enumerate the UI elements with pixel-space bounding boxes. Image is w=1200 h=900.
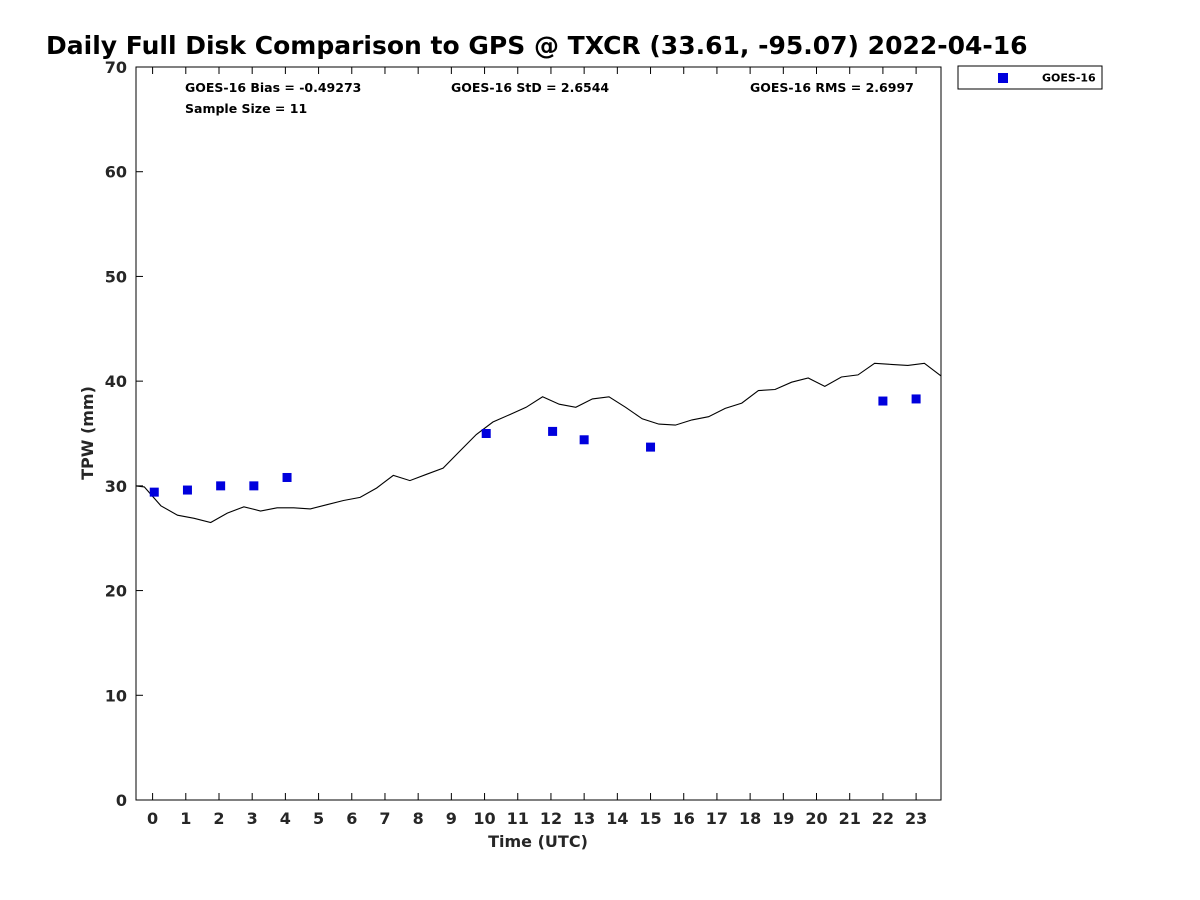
goes16-data-point: [878, 396, 888, 406]
x-tick-label: 2: [213, 809, 224, 828]
legend-label-goes16: GOES-16: [1042, 72, 1096, 85]
x-tick-label: 14: [606, 809, 628, 828]
x-tick-label: 22: [872, 809, 894, 828]
x-tick-label: 15: [639, 809, 661, 828]
x-tick-label: 11: [507, 809, 529, 828]
x-tick-label: 17: [706, 809, 728, 828]
x-tick-label: 3: [247, 809, 258, 828]
goes16-data-point: [911, 394, 921, 404]
y-tick-label: 20: [105, 582, 127, 601]
x-tick-label: 9: [446, 809, 457, 828]
goes16-data-point: [646, 442, 656, 452]
goes16-data-point: [548, 426, 558, 436]
stat-sample-size: Sample Size = 11: [185, 101, 307, 116]
chart-title: Daily Full Disk Comparison to GPS @ TXCR…: [46, 31, 1028, 60]
goes16-scatter-series: [149, 394, 921, 497]
axis-ticks: 0 1 2 3 4 5 6 7 8 9 10 11 12 13 14 15 16 17 18 19 20 21 22 2301…: [105, 58, 928, 828]
stat-bias: GOES-16 Bias = -0.49273: [185, 80, 361, 95]
x-tick-label: 7: [379, 809, 390, 828]
x-tick-label: 19: [772, 809, 794, 828]
legend-square-marker-icon: [998, 73, 1008, 83]
y-tick-label: 60: [105, 163, 127, 182]
goes16-data-point: [282, 472, 292, 482]
x-tick-label: 23: [905, 809, 927, 828]
goes16-data-point: [579, 435, 589, 445]
x-tick-label: 18: [739, 809, 761, 828]
goes16-data-point: [216, 481, 226, 491]
x-axis-label: Time (UTC): [488, 832, 588, 851]
x-tick-label: 16: [673, 809, 695, 828]
goes16-data-point: [481, 429, 491, 438]
stat-std: GOES-16 StD = 2.6544: [451, 80, 609, 95]
x-tick-label: 5: [313, 809, 324, 828]
x-tick-label: 4: [280, 809, 291, 828]
y-tick-label: 50: [105, 267, 127, 286]
goes16-data-point: [249, 481, 259, 491]
x-tick-label: 10: [473, 809, 495, 828]
y-tick-label: 30: [105, 477, 127, 496]
gps-line-series: [135, 362, 942, 524]
x-tick-label: 21: [839, 809, 861, 828]
x-tick-label: 13: [573, 809, 595, 828]
plot-area: [135, 66, 942, 801]
legend-box: [957, 65, 1103, 90]
stat-rms: GOES-16 RMS = 2.6997: [750, 80, 914, 95]
x-tick-label: 0: [147, 809, 158, 828]
goes16-data-point: [149, 487, 159, 497]
x-tick-label: 12: [540, 809, 562, 828]
y-tick-label: 0: [116, 791, 127, 810]
x-tick-label: 20: [805, 809, 827, 828]
y-tick-label: 70: [105, 58, 127, 77]
gps-tpw-line: [135, 362, 942, 524]
legend: GOES-16: [957, 65, 1103, 90]
goes16-data-point: [182, 485, 192, 495]
x-tick-label: 1: [180, 809, 191, 828]
x-tick-label: 6: [346, 809, 357, 828]
y-tick-label: 10: [105, 686, 127, 705]
y-axis-label: TPW (mm): [78, 386, 97, 480]
x-tick-label: 8: [413, 809, 424, 828]
y-tick-label: 40: [105, 372, 127, 391]
